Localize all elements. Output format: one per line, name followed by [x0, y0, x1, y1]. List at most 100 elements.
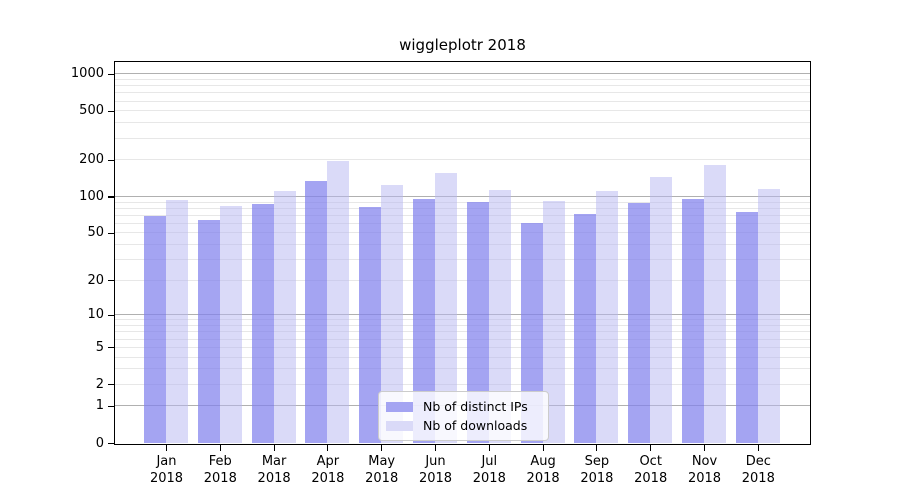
y-tick-label-5: 5	[95, 339, 104, 355]
x-tick-label-jan: Jan 2018	[149, 454, 184, 486]
bar-jun-distinct-ips	[413, 199, 435, 443]
y-tick-10	[108, 314, 114, 316]
legend-swatch-distinct-ips	[386, 401, 413, 412]
x-tick-label-may: May 2018	[365, 454, 399, 486]
bar-apr-downloads	[327, 161, 350, 443]
x-tick-label-aug: Aug 2018	[526, 454, 560, 486]
bar-oct-downloads	[650, 177, 673, 443]
x-tick-jan	[165, 445, 168, 451]
bar-jul-distinct-ips	[466, 202, 489, 443]
bar-nov-downloads	[704, 164, 726, 443]
gridline-900	[115, 79, 810, 81]
gridline-90	[115, 201, 810, 203]
y-tick-200	[108, 159, 114, 161]
x-tick-label-feb: Feb 2018	[203, 454, 237, 486]
gridline-500	[115, 110, 810, 112]
gridline-40	[115, 244, 810, 246]
y-tick-5	[108, 347, 114, 349]
bar-feb-distinct-ips	[197, 219, 220, 443]
bar-aug-downloads	[542, 201, 565, 443]
x-tick-mar	[273, 445, 275, 451]
y-tick-label-1: 1	[95, 398, 104, 414]
gridline-3	[115, 368, 810, 370]
y-tick-label-200: 200	[79, 152, 104, 168]
bar-aug-distinct-ips	[520, 222, 543, 443]
y-tick-label-50: 50	[87, 225, 104, 241]
bar-may-distinct-ips	[359, 206, 382, 443]
x-tick-dec	[757, 445, 759, 451]
gridline-100	[115, 195, 810, 197]
y-tick-label-0: 0	[95, 435, 104, 451]
x-tick-may	[381, 445, 383, 451]
gridline-30	[115, 259, 810, 261]
bar-dec-downloads	[757, 188, 780, 443]
gridline-9	[115, 319, 810, 321]
y-tick-label-500: 500	[79, 103, 104, 119]
y-tick-0	[108, 442, 114, 445]
y-tick-label-20: 20	[87, 272, 104, 288]
gridline-400	[115, 122, 810, 124]
bar-feb-downloads	[219, 206, 242, 443]
y-tick-label-10: 10	[87, 307, 104, 323]
chart-title: wiggleplotr 2018	[399, 36, 526, 54]
gridline-50	[115, 232, 810, 234]
bar-sep-downloads	[596, 191, 619, 443]
x-tick-aug	[542, 445, 544, 451]
bar-nov-distinct-ips	[682, 199, 704, 443]
x-tick-oct	[650, 445, 652, 451]
x-tick-label-jun: Jun 2018	[418, 454, 453, 486]
gridline-200	[115, 159, 810, 161]
gridline-700	[115, 92, 810, 94]
gridline-800	[115, 85, 810, 87]
legend: Nb of distinct IPs Nb of downloads	[378, 391, 549, 441]
legend-swatch-downloads	[386, 420, 413, 431]
bar-may-downloads	[381, 185, 404, 443]
x-tick-jun	[434, 445, 437, 451]
x-tick-label-nov: Nov 2018	[687, 454, 722, 486]
legend-label-distinct-ips: Nb of distinct IPs	[423, 399, 528, 414]
gridline-4	[115, 356, 810, 358]
y-tick-label-2: 2	[95, 376, 104, 392]
x-tick-label-sep: Sep 2018	[580, 454, 614, 486]
bar-oct-distinct-ips	[628, 203, 651, 443]
gridline-1000	[115, 73, 810, 75]
y-tick-1000	[108, 73, 114, 75]
bar-jan-downloads	[166, 200, 188, 443]
y-tick-500	[108, 110, 114, 112]
bar-jun-downloads	[435, 172, 457, 443]
legend-item-downloads: Nb of downloads	[386, 416, 540, 435]
bar-dec-distinct-ips	[735, 212, 758, 443]
bar-sep-distinct-ips	[574, 213, 597, 443]
legend-label-downloads: Nb of downloads	[423, 418, 528, 433]
x-tick-label-jul: Jul 2018	[472, 454, 506, 486]
y-tick-100	[108, 196, 114, 198]
gridline-10	[115, 314, 810, 316]
y-tick-20	[108, 280, 114, 282]
x-tick-sep	[596, 445, 598, 451]
x-tick-nov	[703, 445, 706, 451]
x-tick-label-mar: Mar 2018	[257, 454, 291, 486]
plot-area: Nb of distinct IPs Nb of downloads	[114, 61, 811, 445]
bar-jul-downloads	[488, 189, 511, 443]
gridline-600	[115, 100, 810, 102]
y-tick-label-100: 100	[79, 188, 104, 204]
gridline-5	[115, 346, 810, 348]
x-tick-jul	[488, 445, 490, 451]
x-tick-feb	[219, 445, 221, 451]
y-tick-label-1000: 1000	[70, 66, 104, 82]
y-tick-2	[108, 384, 114, 386]
gridline-20	[115, 279, 810, 281]
gridline-60	[115, 222, 810, 224]
legend-item-distinct-ips: Nb of distinct IPs	[386, 397, 540, 416]
bar-apr-distinct-ips	[305, 181, 328, 443]
gridline-8	[115, 325, 810, 327]
gridline-2	[115, 383, 810, 385]
x-tick-label-apr: Apr 2018	[311, 454, 345, 486]
bar-mar-distinct-ips	[251, 203, 274, 443]
gridline-7	[115, 331, 810, 333]
bar-jan-distinct-ips	[144, 216, 166, 443]
gridline-70	[115, 214, 810, 216]
y-tick-50	[108, 232, 114, 235]
y-tick-1	[108, 405, 114, 408]
gridline-80	[115, 207, 810, 209]
